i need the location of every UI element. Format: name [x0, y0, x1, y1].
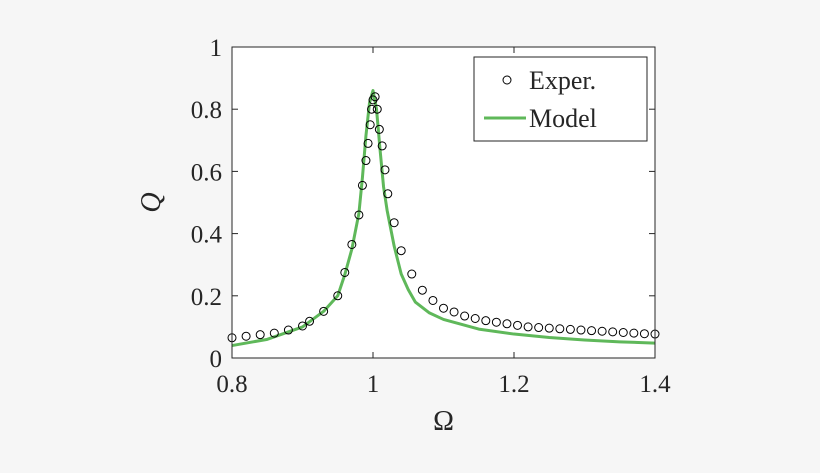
data-point [283, 325, 293, 335]
data-point [372, 104, 382, 114]
y-tick-label: 0.4 [191, 222, 223, 249]
legend: Exper. Model [473, 56, 648, 142]
data-point [449, 307, 459, 317]
x-tick-label: 0.8 [216, 371, 247, 398]
data-point [377, 141, 387, 151]
data-point [319, 306, 329, 316]
data-point [389, 218, 399, 228]
data-point [565, 324, 575, 334]
data-point [629, 328, 639, 338]
data-point [363, 138, 373, 148]
y-tick-label: 0 [210, 346, 223, 373]
data-point [576, 325, 586, 335]
data-point [255, 330, 265, 340]
y-tick-label: 0.2 [191, 284, 222, 311]
data-point [367, 104, 377, 114]
data-point [555, 324, 565, 334]
legend-label: Exper. [529, 66, 596, 95]
data-point [618, 327, 628, 337]
data-point [428, 295, 438, 305]
data-point [597, 326, 607, 336]
y-tick-label: 0.8 [191, 97, 222, 124]
data-point [365, 120, 375, 130]
y-tick-label: 0.6 [191, 159, 222, 186]
data-point [333, 291, 343, 301]
axes-layer: 0.8 1 1.2 1.4 0 0.2 0.4 0.6 0.8 1 [191, 35, 671, 398]
data-point [491, 317, 501, 327]
data-point [439, 303, 448, 313]
data-point [298, 321, 307, 331]
data-point [544, 323, 554, 333]
y-axis-label: Q [136, 192, 167, 212]
data-point [470, 314, 480, 324]
legend-label: Model [529, 104, 597, 133]
data-point [305, 316, 315, 326]
data-point [417, 285, 427, 295]
data-point [354, 210, 364, 220]
data-point [368, 95, 378, 105]
legend-marker-exper [502, 75, 512, 85]
legend-box [473, 56, 648, 142]
data-point [340, 267, 350, 277]
axes-box [231, 46, 656, 359]
data-point [361, 156, 371, 166]
data-point [523, 322, 533, 332]
data-point [534, 323, 544, 333]
data-point [608, 327, 618, 337]
y-tick-label: 1 [210, 35, 223, 62]
data-point [396, 246, 406, 256]
x-tick-label: 1 [367, 371, 380, 398]
data-point [370, 92, 380, 102]
data-point [380, 165, 390, 175]
data-point [374, 124, 384, 134]
x-tick-label: 1.2 [498, 371, 529, 398]
data-point [513, 320, 523, 330]
data-point [639, 329, 649, 339]
data-point [269, 328, 279, 338]
data-point [347, 239, 357, 249]
data-point [587, 326, 597, 336]
x-tick-label: 1.4 [639, 371, 671, 398]
data-point [460, 311, 470, 321]
data-point [357, 180, 367, 190]
data-point [481, 316, 491, 326]
series-line-model [231, 89, 656, 348]
data-point [241, 331, 251, 341]
data-point [407, 269, 417, 279]
data-point [502, 319, 512, 329]
data-layer [227, 89, 660, 348]
data-point [383, 189, 393, 199]
x-axis-label: Ω [433, 406, 454, 437]
